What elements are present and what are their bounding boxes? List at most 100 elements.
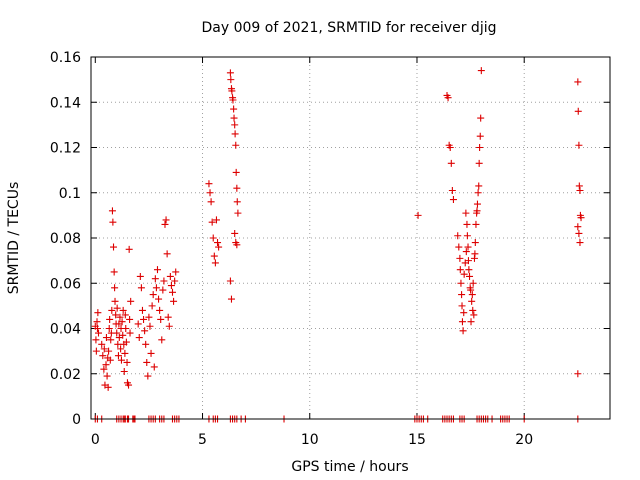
data-point (112, 311, 120, 319)
data-point (110, 243, 118, 251)
data-point (472, 220, 480, 228)
y-tick-label: 0.14 (50, 95, 81, 111)
data-point (122, 338, 130, 346)
data-point (233, 184, 241, 192)
data-point (456, 266, 464, 274)
data-point (113, 329, 121, 337)
data-point (446, 144, 454, 151)
data-point (469, 279, 477, 287)
data-point (102, 361, 110, 369)
data-point (468, 291, 476, 299)
data-point (106, 356, 114, 364)
y-tick-label: 0 (72, 412, 81, 428)
data-point (574, 370, 582, 378)
data-point (464, 257, 472, 265)
data-point (127, 297, 135, 305)
data-point (206, 189, 214, 197)
data-point (212, 216, 220, 224)
data-point (574, 78, 582, 86)
data-point (103, 372, 111, 380)
data-point (126, 329, 134, 337)
data-point (167, 282, 175, 290)
data-point (107, 336, 115, 344)
data-point (143, 358, 151, 366)
data-point (232, 168, 240, 176)
data-point (118, 318, 126, 326)
data-point (114, 340, 122, 348)
data-point (207, 198, 215, 206)
data-point (105, 325, 113, 332)
data-point (160, 277, 168, 285)
data-point (466, 284, 474, 292)
data-point (162, 216, 170, 224)
data-point (149, 291, 157, 299)
data-point (460, 309, 468, 317)
data-point (92, 336, 100, 344)
data-point (233, 198, 241, 206)
data-point (205, 180, 213, 188)
data-point (93, 318, 101, 326)
y-tick-label: 0.1 (59, 186, 81, 202)
data-point (458, 302, 466, 310)
data-point (153, 266, 161, 274)
data-point (151, 275, 159, 283)
y-tick-label: 0.16 (50, 50, 81, 66)
data-point (123, 358, 131, 366)
data-point (465, 266, 473, 274)
data-point (119, 306, 127, 314)
data-point (454, 232, 462, 240)
y-tick-label: 0.06 (50, 276, 81, 292)
data-point (155, 295, 163, 303)
data-point (209, 234, 217, 242)
data-point (575, 229, 583, 237)
plot-area-frame (90, 56, 611, 420)
data-point (150, 363, 158, 371)
data-point (447, 159, 455, 167)
data-point (137, 284, 145, 292)
x-tick-label: 20 (515, 432, 533, 448)
data-point (109, 218, 117, 226)
data-point (455, 243, 463, 251)
data-point (474, 189, 482, 197)
grid-layer (91, 57, 610, 419)
data-point (468, 297, 476, 305)
data-point (473, 200, 481, 208)
data-point (215, 243, 223, 251)
y-tick-label: 0.12 (50, 141, 81, 157)
data-point (576, 186, 584, 194)
data-point (444, 94, 452, 102)
data-point (458, 291, 466, 299)
data-point (93, 325, 101, 332)
data-point (470, 254, 478, 262)
data-point (108, 306, 116, 314)
data-point (117, 345, 125, 353)
data-points-layer (91, 67, 585, 423)
data-point (233, 241, 241, 249)
data-point (574, 107, 582, 115)
data-point (576, 239, 584, 247)
data-point (165, 322, 173, 330)
data-point (230, 105, 238, 113)
x-tick-label: 0 (91, 432, 100, 448)
data-point (231, 121, 239, 129)
data-point (100, 365, 108, 373)
data-point (95, 329, 103, 337)
data-point (464, 243, 472, 251)
data-point (448, 186, 456, 194)
data-point (92, 347, 100, 355)
chart-title: Day 009 of 2021, SRMTID for receiver dji… (202, 20, 497, 36)
data-point (148, 302, 156, 310)
data-point (163, 250, 171, 258)
data-point (475, 182, 483, 190)
data-point (125, 245, 133, 253)
data-point (574, 223, 582, 231)
data-point (94, 309, 102, 317)
data-point (117, 356, 125, 364)
data-point (458, 318, 466, 326)
data-point (231, 229, 239, 237)
data-point (113, 304, 121, 312)
data-point (575, 141, 583, 149)
data-point (232, 141, 240, 149)
y-tick-label: 0.02 (50, 367, 81, 383)
